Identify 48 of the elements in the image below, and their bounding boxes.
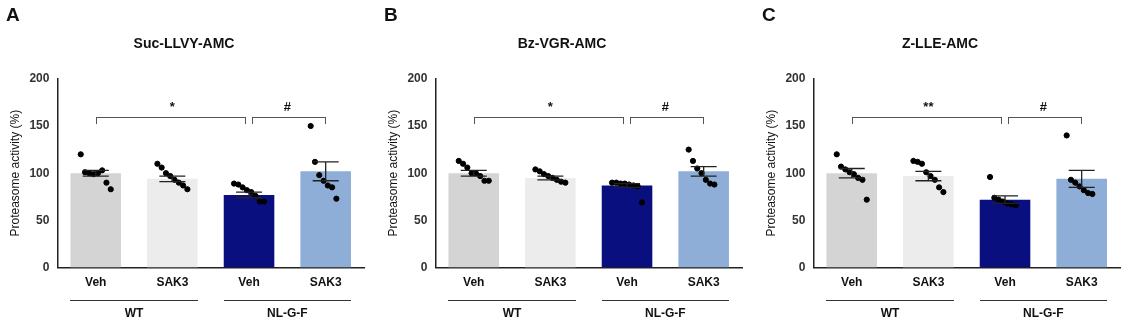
y-tick-label: 50 <box>36 212 50 227</box>
x-tick-label: Veh <box>616 275 638 290</box>
y-tick-label: 150 <box>407 118 428 133</box>
text: NL-G-F <box>645 305 686 320</box>
x-tick-label: Veh <box>841 275 863 290</box>
text: NL-G-F <box>267 305 308 320</box>
annotation: ** <box>923 99 935 115</box>
x-tick-label: Veh <box>463 275 485 290</box>
x-tick-label: Veh <box>85 275 107 290</box>
y-tick-label: 0 <box>420 259 428 274</box>
x-tick-label: SAK3 <box>1065 275 1099 290</box>
annotation: # <box>1039 99 1048 115</box>
text: WT <box>880 305 901 320</box>
annotation: # <box>661 99 670 115</box>
annotation: * <box>169 99 176 115</box>
y-tick-label: 100 <box>407 165 428 180</box>
annotation: * <box>547 99 554 115</box>
text: C <box>762 4 776 26</box>
y-axis-title: Proteasome activity (%) <box>763 109 778 237</box>
y-tick-label: 200 <box>785 71 806 86</box>
chart-title: Z-LLE-AMC <box>901 35 979 52</box>
text: WT <box>124 305 145 320</box>
y-tick-label: 50 <box>414 212 428 227</box>
y-tick-label: 150 <box>29 118 50 133</box>
y-tick-label: 0 <box>42 259 50 274</box>
text: WT <box>502 305 523 320</box>
y-tick-label: 100 <box>29 165 50 180</box>
y-axis-title: Proteasome activity (%) <box>385 109 400 237</box>
text: NL-G-F <box>1023 305 1064 320</box>
chart-title: Suc-LLVY-AMC <box>133 35 235 52</box>
x-tick-label: SAK3 <box>156 275 189 290</box>
y-axis-title: Proteasome activity (%) <box>7 109 22 237</box>
y-tick-label: 200 <box>407 71 428 86</box>
x-tick-label: SAK3 <box>912 275 945 290</box>
y-tick-label: 200 <box>29 71 50 86</box>
text: B <box>384 4 398 26</box>
y-tick-label: 150 <box>785 118 806 133</box>
y-tick-label: 100 <box>785 165 806 180</box>
text: A <box>6 4 20 26</box>
x-tick-label: SAK3 <box>309 275 343 290</box>
x-tick-label: SAK3 <box>534 275 567 290</box>
x-tick-label: Veh <box>994 275 1016 290</box>
chart-title: Bz-VGR-AMC <box>517 35 607 52</box>
y-tick-label: 0 <box>798 259 806 274</box>
annotation: # <box>283 99 292 115</box>
x-tick-label: SAK3 <box>687 275 721 290</box>
x-tick-label: Veh <box>238 275 260 290</box>
y-tick-label: 50 <box>792 212 806 227</box>
